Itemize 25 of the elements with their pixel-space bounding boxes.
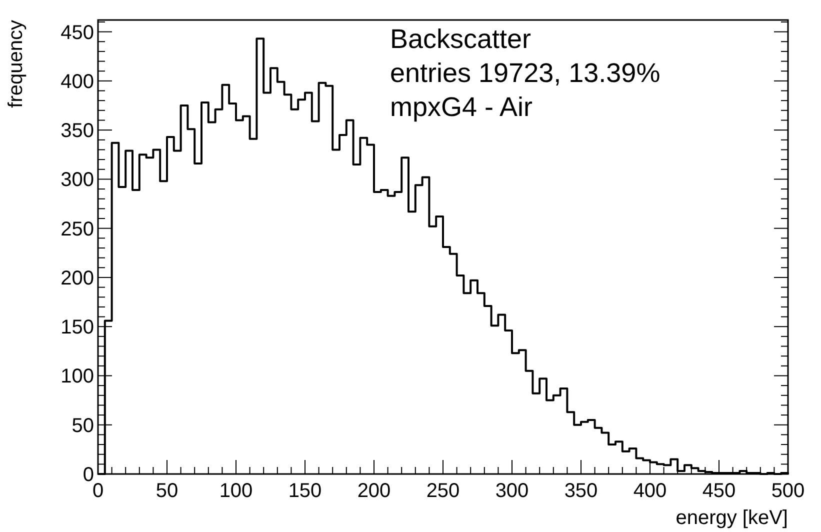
x-tick-label: 200 xyxy=(357,480,391,502)
x-tick-label: 100 xyxy=(219,480,253,502)
x-tick-label: 150 xyxy=(288,480,322,502)
x-tick-label: 250 xyxy=(426,480,460,502)
y-tick-label: 50 xyxy=(72,414,94,437)
x-tick-label: 500 xyxy=(771,480,805,502)
y-tick-label: 100 xyxy=(60,366,94,388)
y-tick-label: 150 xyxy=(60,316,94,339)
annotation: mpxG4 - Air xyxy=(390,92,533,122)
y-axis-title: frequency xyxy=(5,20,27,108)
x-axis-title: energy [keV] xyxy=(676,507,788,529)
x-tick-label: 50 xyxy=(156,480,178,502)
y-tick-label: 350 xyxy=(60,120,94,142)
y-tick-label: 450 xyxy=(60,22,94,44)
y-tick-label: 0 xyxy=(82,464,94,486)
x-tick-label: 400 xyxy=(633,480,667,502)
y-tick-label: 200 xyxy=(60,267,94,290)
y-tick-label: 300 xyxy=(60,169,94,192)
annotation: entries 19723, 13.39% xyxy=(390,58,660,88)
y-tick-label: 250 xyxy=(60,218,94,240)
y-tick-label: 400 xyxy=(60,70,94,93)
x-tick-label: 450 xyxy=(702,480,736,502)
x-tick-label: 350 xyxy=(564,480,598,502)
annotation: Backscatter xyxy=(390,24,532,54)
x-tick-label: 300 xyxy=(495,480,529,502)
